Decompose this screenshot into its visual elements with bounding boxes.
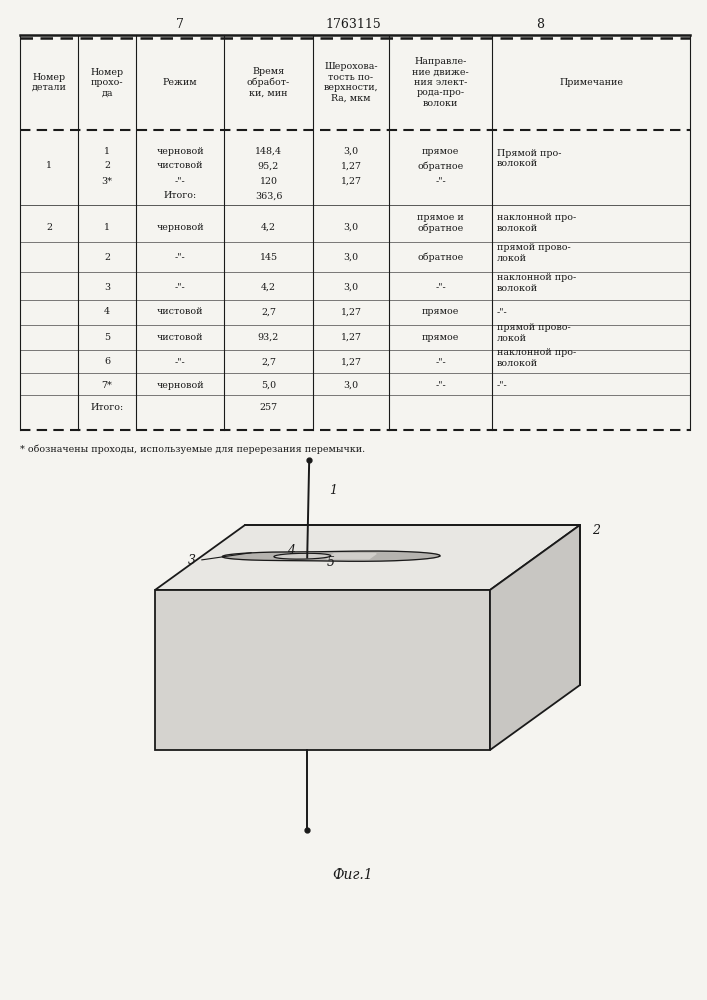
Text: Номер
детали: Номер детали (32, 73, 66, 92)
Text: Шерохова-
тость по-
верхности,
Rа, мкм: Шерохова- тость по- верхности, Rа, мкм (324, 62, 378, 103)
Text: Итого:: Итого: (90, 402, 124, 412)
Text: -"-: -"- (175, 282, 185, 292)
Text: Направле-
ние движе-
ния элект-
рода-про-
волоки: Направле- ние движе- ния элект- рода-про… (412, 57, 469, 108)
Text: -"-: -"- (497, 308, 508, 316)
Text: 3: 3 (188, 554, 196, 567)
Text: 257: 257 (259, 402, 278, 412)
Text: прямое: прямое (422, 308, 459, 316)
Text: 1,27: 1,27 (341, 176, 361, 186)
Text: Примечание: Примечание (559, 78, 623, 87)
Polygon shape (222, 551, 440, 561)
Text: 6: 6 (104, 358, 110, 366)
Text: 3,0: 3,0 (344, 380, 358, 389)
Polygon shape (155, 590, 490, 750)
Text: прямое: прямое (422, 146, 459, 155)
Text: черновой: черновой (156, 146, 204, 155)
Text: -"-: -"- (435, 282, 446, 292)
Text: 5: 5 (327, 556, 334, 569)
Text: Итого:: Итого: (163, 192, 197, 200)
Text: 363,6: 363,6 (255, 192, 282, 200)
Text: 4: 4 (286, 544, 295, 557)
Text: 7: 7 (176, 18, 184, 31)
Text: -"-: -"- (435, 358, 446, 366)
Text: Номер
прохо-
да: Номер прохо- да (90, 68, 124, 97)
Text: Время
обработ-
ки, мин: Время обработ- ки, мин (247, 67, 290, 98)
Text: -"-: -"- (497, 380, 508, 389)
Text: Режим: Режим (163, 78, 197, 87)
Text: 120: 120 (259, 176, 278, 186)
Text: 3,0: 3,0 (344, 252, 358, 261)
Text: * обозначены проходы, используемые для перерезания перемычки.: * обозначены проходы, используемые для п… (20, 445, 365, 454)
Text: 2: 2 (104, 252, 110, 261)
Text: 8: 8 (536, 18, 544, 31)
Text: 1,27: 1,27 (341, 358, 361, 366)
Polygon shape (155, 525, 580, 590)
Text: 5,0: 5,0 (261, 380, 276, 389)
Text: прямое: прямое (422, 332, 459, 342)
Text: черновой: черновой (156, 380, 204, 389)
Text: обратное: обратное (417, 252, 464, 262)
Text: 1763115: 1763115 (325, 18, 381, 31)
Text: наклонной про-
волокой: наклонной про- волокой (497, 213, 576, 233)
Text: чистовой: чистовой (157, 161, 203, 170)
Text: чистовой: чистовой (157, 332, 203, 342)
Text: 1,27: 1,27 (341, 161, 361, 170)
Text: обратное: обратное (417, 161, 464, 171)
Text: наклонной про-
волокой: наклонной про- волокой (497, 348, 576, 368)
Text: черновой: черновой (156, 223, 204, 232)
Text: 2: 2 (592, 524, 600, 536)
Text: 4,2: 4,2 (261, 282, 276, 292)
Text: -"-: -"- (175, 358, 185, 366)
Text: 2,7: 2,7 (261, 308, 276, 316)
Text: Фиг.1: Фиг.1 (333, 868, 373, 882)
Text: прямой прово-
локой: прямой прово- локой (497, 323, 571, 343)
Text: -"-: -"- (435, 380, 446, 389)
Text: 1: 1 (46, 161, 52, 170)
Polygon shape (274, 553, 331, 559)
Polygon shape (327, 554, 376, 559)
Polygon shape (490, 525, 580, 750)
Text: 4: 4 (104, 308, 110, 316)
Text: 93,2: 93,2 (258, 332, 279, 342)
Text: 3: 3 (104, 282, 110, 292)
Text: 2: 2 (46, 223, 52, 232)
Text: -"-: -"- (435, 176, 446, 186)
Text: -"-: -"- (175, 176, 185, 186)
Text: 1,27: 1,27 (341, 308, 361, 316)
Text: 148,4: 148,4 (255, 146, 282, 155)
Text: 1: 1 (104, 223, 110, 232)
Text: прямое и
обратное: прямое и обратное (417, 213, 464, 233)
Text: 3*: 3* (102, 176, 112, 186)
Text: наклонной про-
волокой: наклонной про- волокой (497, 273, 576, 293)
Text: 1: 1 (329, 484, 337, 496)
Text: 5: 5 (104, 332, 110, 342)
Text: 4,2: 4,2 (261, 223, 276, 232)
Text: Прямой про-
волокой: Прямой про- волокой (497, 149, 561, 168)
Text: прямой прово-
локой: прямой прово- локой (497, 243, 571, 263)
Text: 2,7: 2,7 (261, 358, 276, 366)
Text: -"-: -"- (175, 252, 185, 261)
Text: 3,0: 3,0 (344, 282, 358, 292)
Text: 1,27: 1,27 (341, 332, 361, 342)
Text: 3,0: 3,0 (344, 146, 358, 155)
Text: 145: 145 (259, 252, 278, 261)
Text: чистовой: чистовой (157, 308, 203, 316)
Text: 3,0: 3,0 (344, 223, 358, 232)
Text: 7*: 7* (102, 380, 112, 389)
Text: 2: 2 (104, 161, 110, 170)
Text: 1: 1 (104, 146, 110, 155)
Text: 95,2: 95,2 (258, 161, 279, 170)
